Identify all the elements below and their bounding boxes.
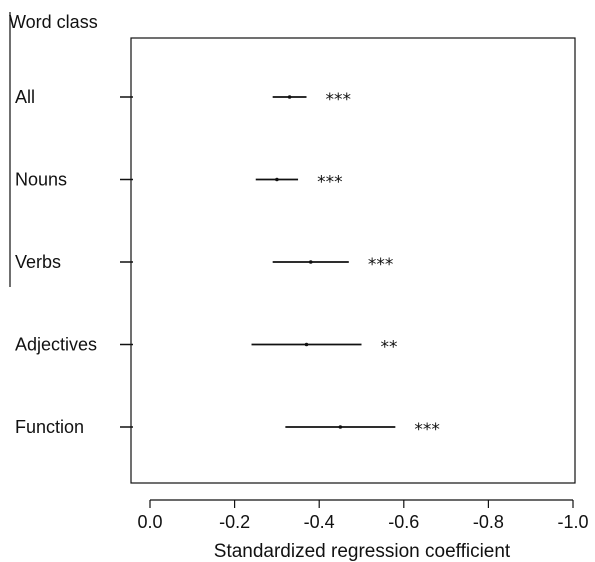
- x-tick-label: 0.0: [137, 512, 162, 532]
- x-tick-label: -0.2: [219, 512, 250, 532]
- point-estimate: [338, 425, 343, 429]
- plot-frame: [130, 37, 576, 484]
- x-axis-ticks: 0.0 -0.2 -0.4 -0.6 -0.8 -1.0: [137, 500, 589, 532]
- category-label: All: [15, 87, 35, 107]
- point-estimate: [308, 260, 313, 264]
- x-tick-label: -1.0: [557, 512, 588, 532]
- category-label: Function: [15, 417, 84, 437]
- x-tick-label: -0.6: [388, 512, 419, 532]
- category-label: Adjectives: [15, 335, 97, 355]
- point-estimate: [275, 177, 279, 182]
- significance-label: ***: [368, 255, 394, 275]
- x-tick-label: -0.4: [304, 512, 335, 532]
- category-label: Verbs: [15, 252, 61, 272]
- category-label: Nouns: [15, 170, 67, 190]
- significance-label: ***: [317, 173, 343, 193]
- significance-label: **: [381, 338, 398, 358]
- x-axis-title: Standardized regression coefficient: [214, 541, 511, 562]
- x-tick-label: -0.8: [473, 512, 504, 532]
- significance-label: ***: [414, 420, 440, 440]
- y-axis-title: Word class: [9, 12, 98, 32]
- point-estimate: [287, 95, 292, 99]
- significance-label: ***: [326, 90, 352, 110]
- point-estimate: [304, 342, 309, 347]
- forest-rows: All *** Nouns *** Verbs *** Adjectives ** Functi…: [15, 87, 440, 440]
